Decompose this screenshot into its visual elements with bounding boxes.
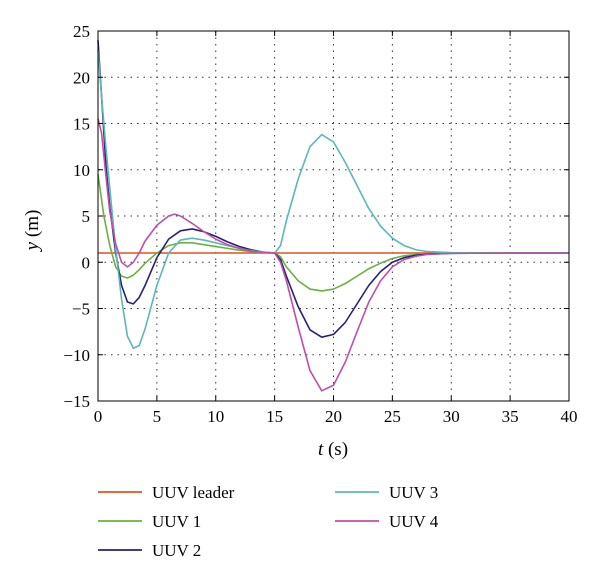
x-tick-label: 40 (561, 407, 578, 426)
y-tick-label: 15 (73, 115, 90, 134)
legend-item: UUV 1 (98, 512, 201, 531)
series-line-4 (97, 49, 569, 350)
y-tick-label: 5 (82, 207, 91, 226)
legend-item: UUV 3 (335, 483, 438, 502)
x-tick-label: 5 (153, 407, 162, 426)
legend: UUV leader UUV 1 UUV 2 UUV 3 UUV 4 (98, 483, 439, 560)
legend-item: UUV leader (98, 483, 235, 502)
grid-lines (98, 31, 569, 401)
x-tick-label: 35 (502, 407, 519, 426)
x-tick-label: 15 (266, 407, 283, 426)
y-tick-label: −10 (63, 346, 90, 365)
series-line-5 (97, 118, 569, 392)
legend-label: UUV 2 (152, 541, 201, 560)
x-tick-label: 10 (207, 407, 224, 426)
y-tick-label: 25 (73, 22, 90, 41)
x-tick-label: 30 (443, 407, 460, 426)
tick-marks (97, 30, 570, 402)
series-line-3 (97, 40, 569, 338)
y-tick-label: 10 (73, 161, 90, 180)
x-tick-label: 25 (384, 407, 401, 426)
y-axis-label: y (m) (22, 210, 43, 253)
y-tick-label: −15 (63, 392, 90, 411)
legend-label: UUV 4 (389, 512, 439, 531)
y-tick-label: −5 (72, 300, 90, 319)
x-tick-label: 0 (94, 407, 103, 426)
y-tick-label: 0 (82, 253, 91, 272)
legend-label: UUV 1 (152, 512, 201, 531)
series-lines (97, 40, 569, 392)
y-tick-label: 20 (73, 68, 90, 87)
y-tick-labels: −15 −10 −5 0 5 10 15 20 25 (63, 22, 90, 411)
x-tick-label: 20 (325, 407, 342, 426)
x-tick-labels: 0 5 10 15 20 25 30 35 40 (94, 407, 578, 426)
legend-item: UUV 4 (335, 512, 439, 531)
legend-label: UUV 3 (389, 483, 438, 502)
legend-item: UUV 2 (98, 541, 201, 560)
x-axis-label: t (s) (318, 439, 348, 460)
legend-label: UUV leader (152, 483, 235, 502)
